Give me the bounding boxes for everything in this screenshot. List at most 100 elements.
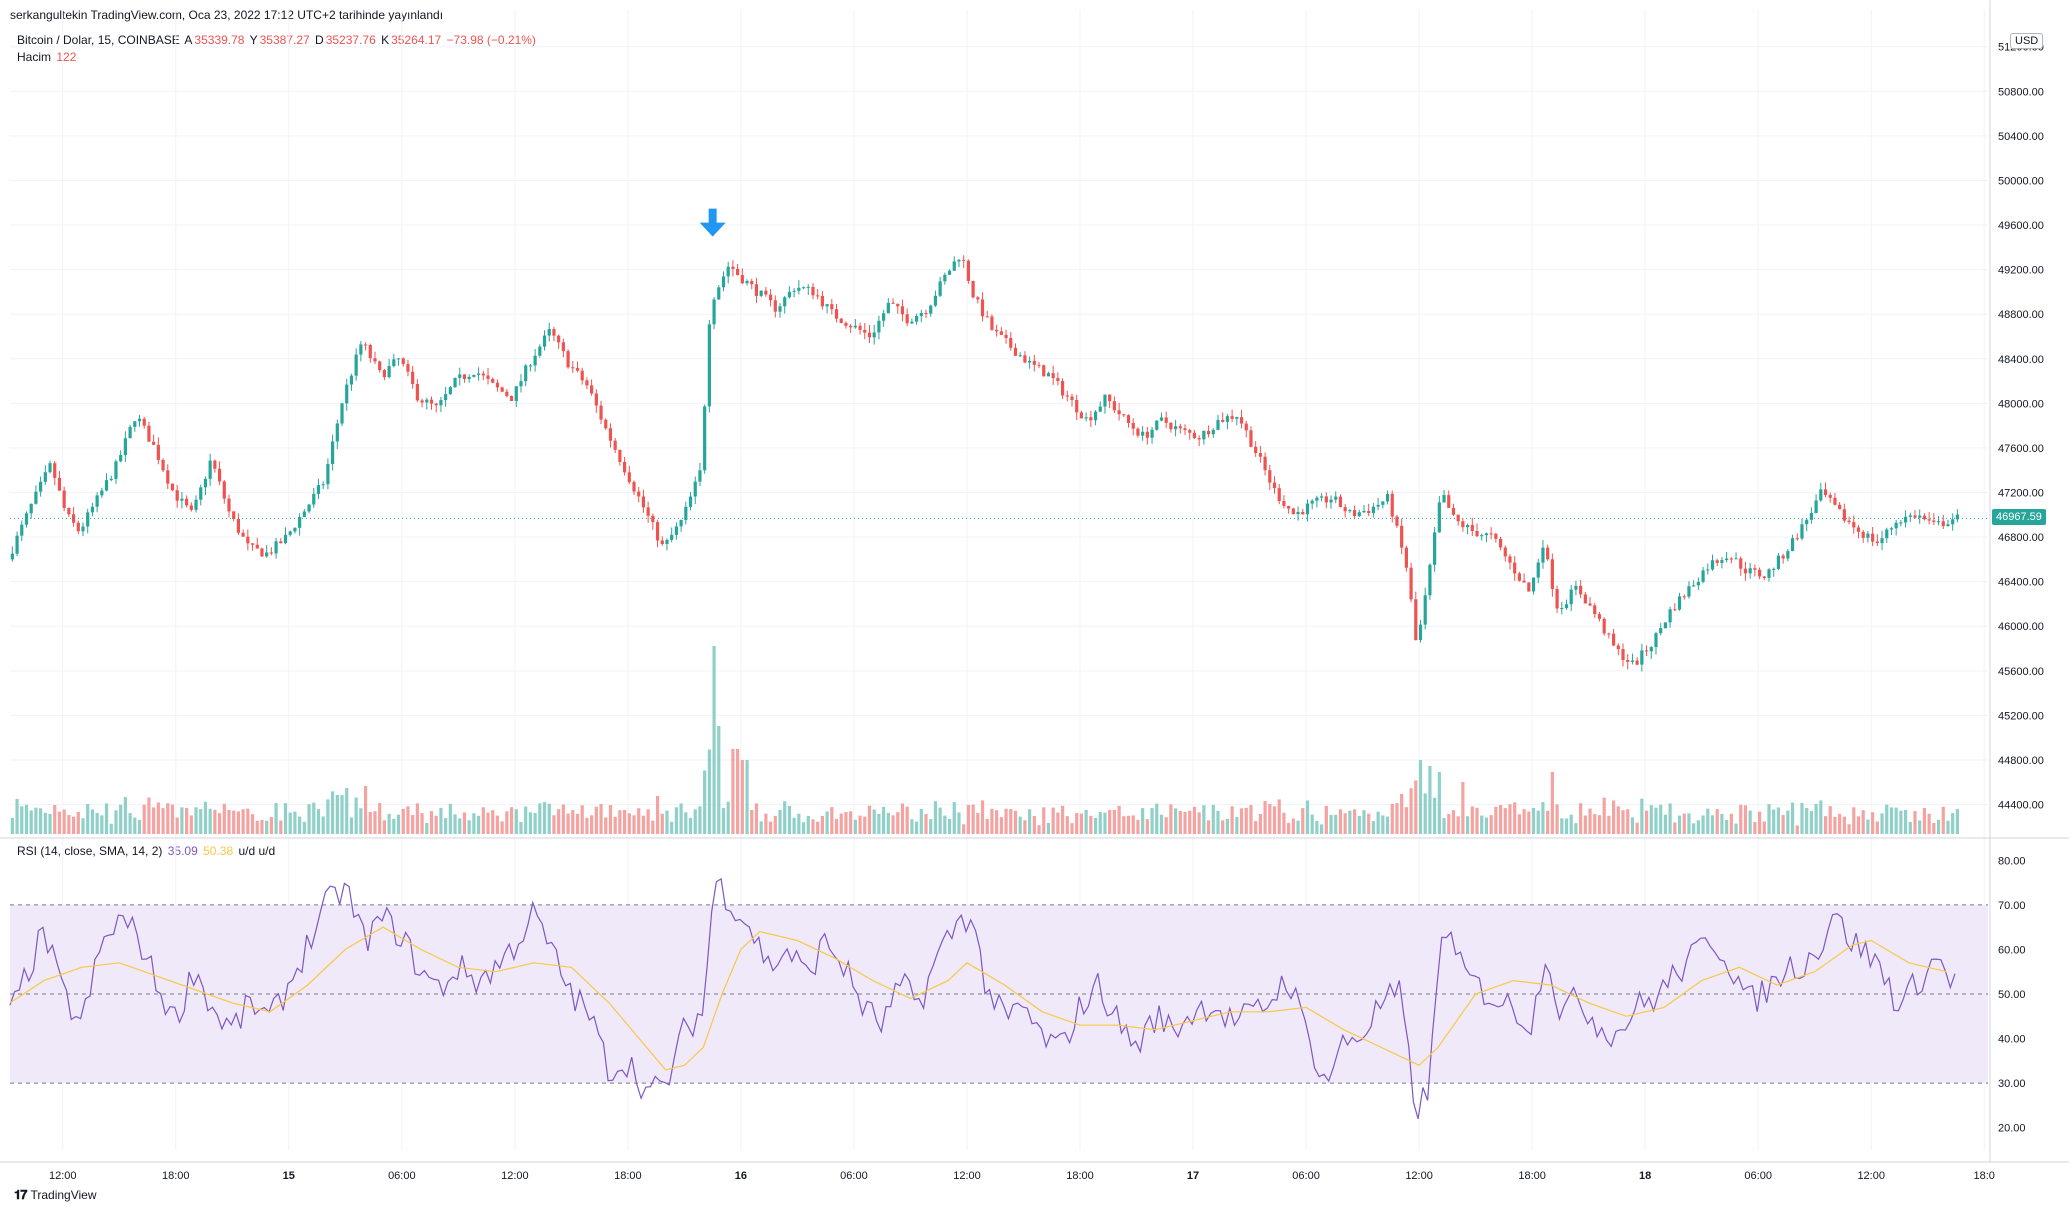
volume-bar: [768, 821, 773, 834]
tradingview-footer[interactable]: 𝟏𝟕 TradingView: [14, 1187, 97, 1203]
candle-body: [476, 373, 481, 375]
volume-bar: [255, 820, 259, 834]
volume-bar: [1291, 818, 1295, 834]
candle-body: [161, 459, 165, 471]
change-value: −73.98 (−0.21%): [446, 33, 536, 47]
candle-body: [1414, 599, 1418, 641]
volume-bar: [1376, 811, 1380, 834]
candle-body: [1305, 503, 1310, 515]
candle-body: [142, 418, 146, 426]
volume-bar: [844, 812, 848, 834]
rsi-label[interactable]: RSI (14, close, SMA, 14, 2): [17, 844, 163, 858]
candle-body: [1348, 510, 1352, 512]
candle-body: [1093, 411, 1098, 421]
volume-bar: [10, 817, 14, 834]
candle-body: [1621, 649, 1625, 661]
volume-bar: [387, 813, 391, 834]
candle-body: [1508, 556, 1512, 563]
candle-body: [269, 552, 273, 554]
time-tick-label: 18:00: [1066, 1170, 1094, 1182]
candle-body: [745, 281, 749, 284]
rsi-legend: RSI (14, close, SMA, 14, 2) 35.09 50.38 …: [17, 844, 277, 858]
volume-bar: [152, 807, 156, 834]
candle-body: [1932, 520, 1936, 522]
volume-bar: [29, 810, 33, 834]
candle-body: [1117, 410, 1121, 415]
candle-body: [1762, 576, 1766, 578]
candle-body: [1696, 581, 1700, 586]
candle-body: [67, 507, 71, 515]
volume-bar: [1710, 815, 1715, 834]
candle-body: [590, 385, 594, 394]
volume-bar: [528, 812, 533, 834]
candle-body: [1498, 538, 1503, 548]
volume-bar: [957, 812, 961, 834]
candle-body: [340, 403, 344, 424]
candle-body: [90, 506, 95, 513]
candle-body: [1357, 512, 1361, 517]
candle-body: [604, 419, 608, 429]
volume-bar: [1404, 807, 1408, 834]
candle-body: [1225, 416, 1230, 422]
candle-body: [1056, 378, 1060, 382]
time-tick-label: 18: [1639, 1170, 1651, 1182]
candle-body: [519, 381, 523, 387]
candle-body: [1103, 394, 1107, 407]
volume-bar: [1352, 809, 1357, 834]
rsi-tail: u/d u/d: [238, 844, 276, 858]
candle-body: [778, 306, 782, 312]
candle-body: [1013, 347, 1018, 356]
volume-bar: [1338, 809, 1343, 834]
candle-body: [693, 481, 697, 497]
rsi-tick-label: 80.00: [1998, 855, 2026, 867]
candle-body: [561, 342, 565, 352]
candle-body: [71, 514, 76, 523]
candle-body: [1442, 495, 1446, 503]
volume-bar: [1225, 818, 1230, 834]
candle-body: [156, 444, 160, 460]
candle-body: [81, 526, 85, 532]
candle-body: [1692, 585, 1696, 587]
volume-bar: [566, 813, 570, 834]
candle-body: [1108, 394, 1112, 402]
volume-bar: [849, 811, 853, 834]
volume-bar: [274, 802, 278, 834]
candle-body: [137, 418, 142, 422]
candle-body: [246, 536, 250, 544]
candle-body: [429, 399, 434, 404]
volume-bar: [114, 810, 118, 834]
volume-bar: [872, 809, 876, 834]
volume-bar: [707, 749, 711, 834]
candle-body: [660, 540, 664, 545]
candle-body: [298, 517, 302, 528]
volume-bar: [1809, 811, 1813, 834]
candle-body: [1847, 520, 1851, 523]
down-arrow-icon: [699, 208, 726, 237]
candle-body: [1301, 511, 1305, 515]
candle-body: [976, 297, 980, 300]
price-tick-label: 46800.00: [1998, 532, 2044, 544]
volume-label[interactable]: Hacim: [17, 50, 52, 64]
volume-bar: [877, 814, 881, 834]
volume-bar: [1922, 808, 1927, 834]
candle-body: [542, 335, 547, 347]
candle-body: [844, 322, 848, 326]
candle-body: [1800, 524, 1804, 539]
volume-bar: [199, 809, 203, 834]
candle-body: [1503, 547, 1507, 557]
candle-body: [1159, 417, 1164, 421]
volume-bar: [1428, 766, 1432, 834]
volume-bar: [326, 799, 330, 834]
candle-body: [1376, 504, 1380, 507]
volume-bar: [933, 801, 938, 834]
candle-body: [170, 483, 175, 491]
candle-body: [448, 387, 452, 395]
volume-bar: [104, 803, 109, 834]
symbol-label[interactable]: Bitcoin / Dolar, 15, COINBASE: [17, 33, 180, 47]
rsi-tick-label: 40.00: [1998, 1034, 2026, 1046]
currency-badge[interactable]: USD: [2010, 33, 2044, 49]
volume-bar: [1009, 809, 1013, 834]
candle-body: [1381, 501, 1385, 505]
volume-bar: [660, 813, 664, 834]
